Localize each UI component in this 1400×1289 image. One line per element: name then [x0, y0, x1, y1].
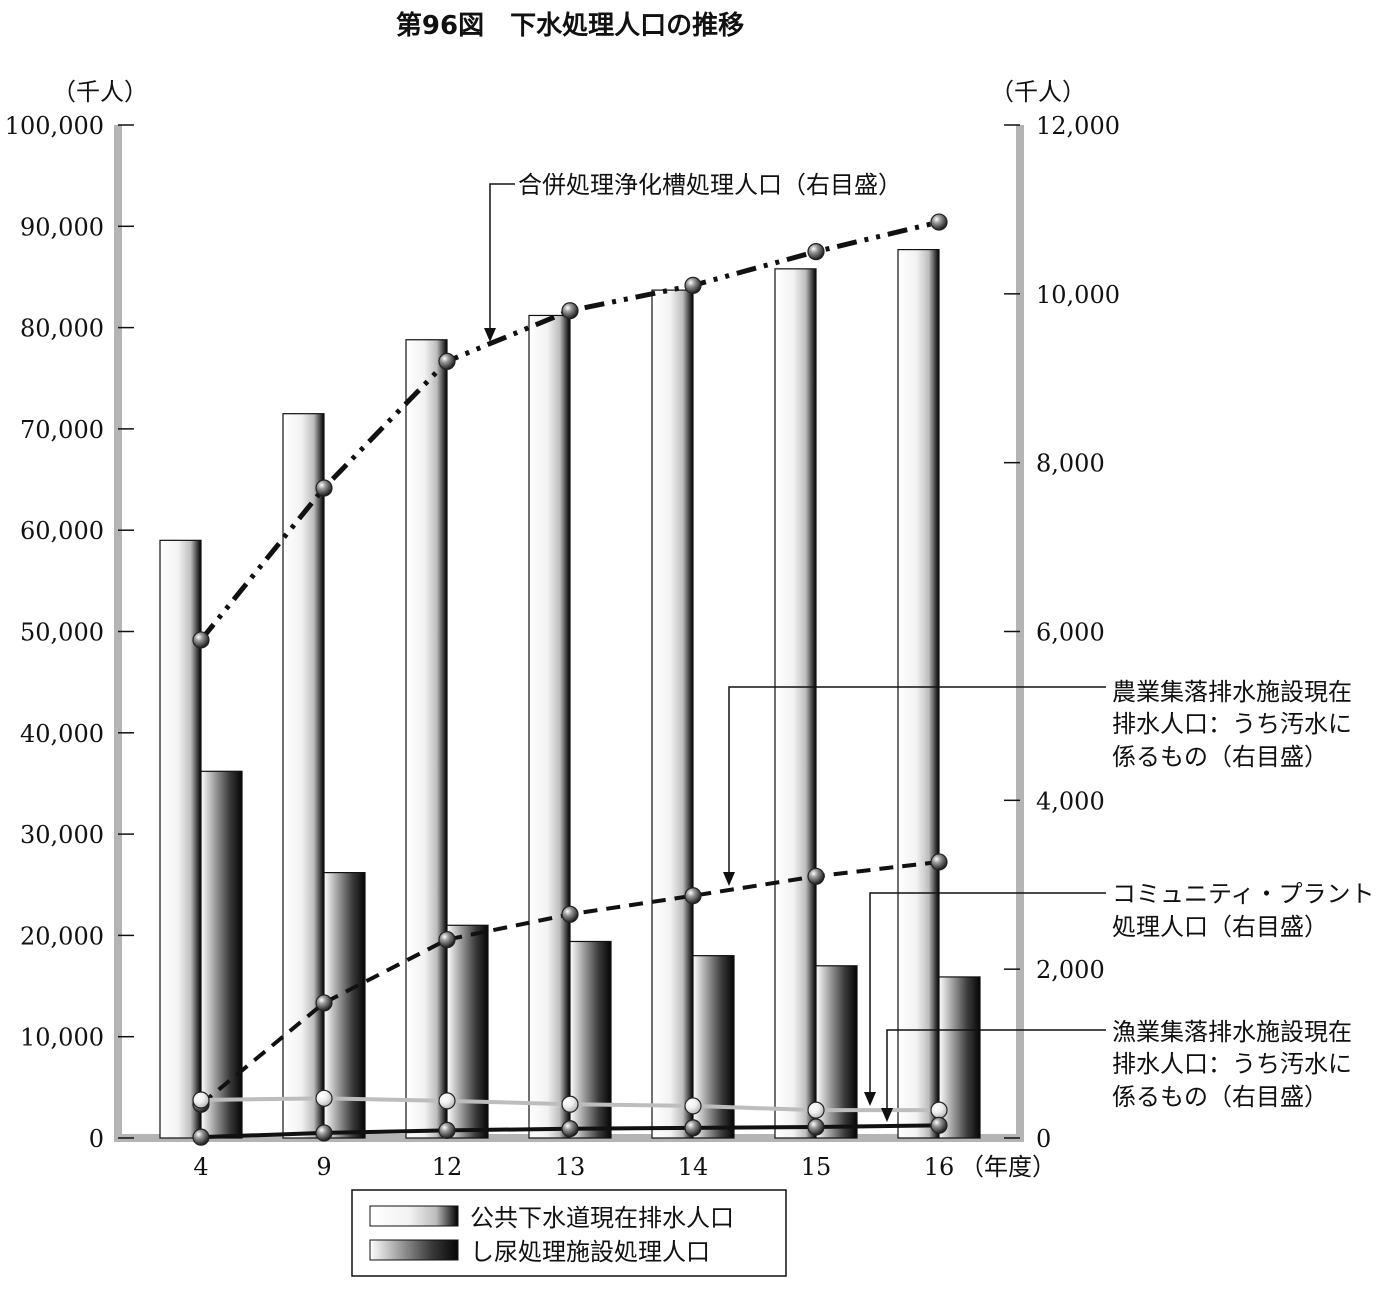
line-community-point [684, 1097, 702, 1115]
line-gyogyo-point [807, 1118, 825, 1136]
line-nogyo-point [684, 887, 702, 905]
bar-public-sewer [159, 539, 202, 1139]
legend-swatch-night-soil [369, 1239, 459, 1261]
right-axis-tick-label: 8,000 [1036, 450, 1105, 478]
left-axis-tick-label: 90,000 [20, 213, 104, 241]
annotation-community-leader [869, 892, 1106, 1096]
left-axis-tick-label: 80,000 [20, 315, 104, 343]
annotation-gyogyo-line2: 排水人口：うち汚水に [1112, 1050, 1352, 1078]
line-series-group [192, 213, 948, 1146]
line-community-point [315, 1089, 333, 1107]
annotation-gyogyo-line3: 係るもの（右目盛） [1112, 1083, 1328, 1111]
line-gyogyo-point [315, 1124, 333, 1142]
left-axis-tick-label: 10,000 [20, 1024, 104, 1052]
line-nogyo-point [315, 994, 333, 1012]
x-axis-tick-label: 9 [316, 1153, 331, 1181]
left-axis-unit-label: （千人） [52, 78, 148, 106]
x-axis-tick-label: 4 [193, 1153, 208, 1181]
left-axis-tick-label: 60,000 [20, 517, 104, 545]
line-nogyo-point [930, 853, 948, 871]
line-gyogyo-point [930, 1116, 948, 1134]
left-axis-tick-label: 20,000 [20, 922, 104, 950]
annotation-nogyo-arrowhead [723, 872, 735, 886]
line-joka-point [315, 479, 333, 497]
bar-public-sewer [282, 413, 325, 1139]
right-axis-tick-label: 2,000 [1036, 956, 1105, 984]
annotation-community-line2: 処理人口（右目盛） [1112, 913, 1328, 941]
line-community-point [192, 1091, 210, 1109]
left-axis-tick-label: 40,000 [20, 720, 104, 748]
right-axis-tick-label: 12,000 [1036, 112, 1120, 140]
legend: 公共下水道現在排水人口 し尿処理施設処理人口 [351, 1189, 787, 1277]
right-axis-tick-label: 10,000 [1036, 281, 1120, 309]
right-axis-tick-label: 0 [1036, 1125, 1051, 1153]
legend-label-public-sewer: 公共下水道現在排水人口 [470, 1204, 734, 1232]
right-axis-ticks: 0 2,000 4,000 6,000 8,000 10,000 12,000 [1004, 112, 1120, 1153]
line-joka-point [192, 631, 210, 649]
right-axis-unit-label: （千人） [990, 78, 1086, 106]
right-axis-tick-label: 6,000 [1036, 619, 1105, 647]
line-gyogyo-point [438, 1121, 456, 1140]
annotation-nogyo-line3: 係るもの（右目盛） [1112, 743, 1328, 771]
bar-night-soil [200, 770, 243, 1139]
bar-public-sewer [774, 268, 817, 1139]
line-joka-point [684, 276, 702, 294]
line-nogyo-point [561, 905, 579, 923]
line-joka-point [438, 352, 456, 370]
x-axis-tick-label: 12 [432, 1153, 463, 1181]
right-axis-tick-label: 4,000 [1036, 787, 1105, 815]
line-community-point [561, 1095, 579, 1113]
annotation-gyogyo-leader [886, 1029, 1106, 1112]
x-axis-tick-labels: 4 9 12 13 14 15 16 [193, 1153, 954, 1181]
x-axis-tick-label: 16 [924, 1153, 955, 1181]
annotation-community-line1: コミュニティ・プラント [1112, 880, 1375, 908]
x-axis-tick-label: 15 [801, 1153, 832, 1181]
left-axis-tick-label: 30,000 [20, 821, 104, 849]
x-axis-unit-label: （年度） [960, 1153, 1056, 1181]
left-axis-tick-label: 0 [89, 1125, 104, 1153]
annotation-community-arrowhead [864, 1092, 876, 1106]
bar-public-sewer [651, 289, 694, 1139]
annotation-gyogyo-line1: 漁業集落排水施設現在 [1112, 1018, 1352, 1046]
line-joka-point [561, 302, 579, 320]
bar-series-group [159, 248, 981, 1139]
line-gyogyo-point [192, 1128, 210, 1146]
annotation-joka-arrowhead [484, 328, 496, 342]
line-nogyo-point [438, 931, 456, 949]
legend-label-night-soil: し尿処理施設処理人口 [470, 1238, 710, 1266]
line-gyogyo-point [684, 1119, 702, 1137]
annotation-nogyo-leader [728, 686, 1106, 876]
line-joka-point [807, 243, 825, 261]
line-gyogyo-point [561, 1120, 579, 1138]
x-axis-tick-label: 13 [555, 1153, 586, 1181]
annotation-joka-label: 合併処理浄化槽処理人口（右目盛） [518, 171, 902, 199]
line-community-point [930, 1101, 948, 1119]
x-axis-tick-label: 14 [678, 1153, 709, 1181]
line-nogyo-point [807, 867, 825, 885]
line-community-point [438, 1092, 456, 1110]
annotation-nogyo-line1: 農業集落排水施設現在 [1112, 678, 1352, 706]
bar-public-sewer [405, 339, 448, 1139]
legend-box [351, 1189, 787, 1277]
line-joka-point [930, 213, 948, 231]
left-axis-tick-label: 50,000 [20, 619, 104, 647]
legend-swatch-public-sewer [369, 1205, 459, 1227]
bar-public-sewer [528, 314, 571, 1139]
bar-public-sewer [897, 248, 940, 1139]
annotation-gyogyo-arrowhead [881, 1108, 893, 1122]
left-axis-tick-label: 100,000 [5, 112, 104, 140]
left-axis-tick-label: 70,000 [20, 416, 104, 444]
line-community-point [807, 1101, 825, 1119]
chart-title: 第96図 下水処理人口の推移 [396, 10, 744, 41]
left-axis-ticks: 0 10,000 20,000 30,000 40,000 50,000 60,000 70,… [5, 112, 134, 1153]
annotation-nogyo-line2: 排水人口：うち汚水に [1112, 710, 1352, 738]
annotation-joka-leader [489, 183, 515, 332]
